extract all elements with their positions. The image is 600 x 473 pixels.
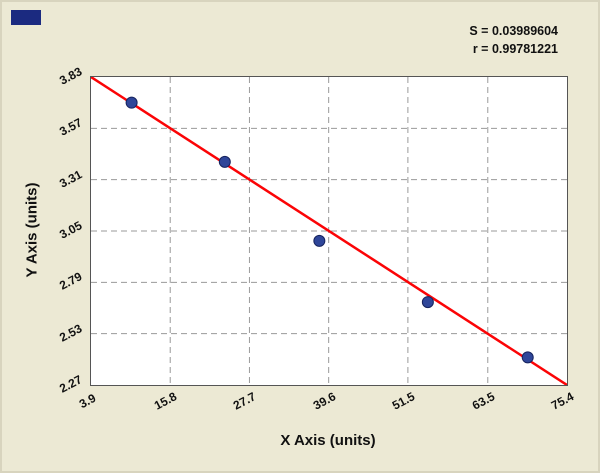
x-tick-label: 75.4: [548, 389, 577, 413]
y-tick-label: 3.83: [56, 64, 84, 88]
stat-r-value: r = 0.99781221: [472, 42, 558, 57]
y-axis-title: Y Axis (units): [23, 182, 41, 278]
x-tick-label: 39.6: [310, 389, 338, 413]
x-tick-label: 3.9: [76, 390, 99, 412]
chart-svg: [91, 77, 567, 385]
x-tick-label: 27.7: [231, 389, 259, 413]
x-tick-labels: 3.9 15.8 27.7 39.6 51.5 63.5 75.4: [77, 386, 576, 420]
corner-logo-mark: [11, 10, 41, 25]
y-tick-label: 3.31: [56, 166, 84, 191]
y-tick-label: 2.27: [56, 372, 84, 396]
y-tick-label: 2.53: [56, 320, 84, 345]
y-tick-label: 3.57: [56, 115, 84, 139]
fit-statistics: S = 0.03989604 r = 0.99781221: [469, 22, 558, 58]
plot-area: [90, 76, 568, 386]
y-tick-label: 2.79: [56, 269, 84, 293]
y-tick-label: 3.05: [56, 218, 84, 242]
x-tick-label: 15.8: [152, 389, 180, 413]
y-tick-labels: 2.27 2.53 2.79 3.05 3.31 3.57 3.83: [2, 64, 90, 395]
x-tick-label: 63.5: [469, 389, 497, 413]
x-axis-title: X Axis (units): [280, 432, 376, 449]
x-tick-label: 51.5: [389, 389, 417, 413]
stat-s-value: S = 0.03989604: [469, 24, 558, 38]
